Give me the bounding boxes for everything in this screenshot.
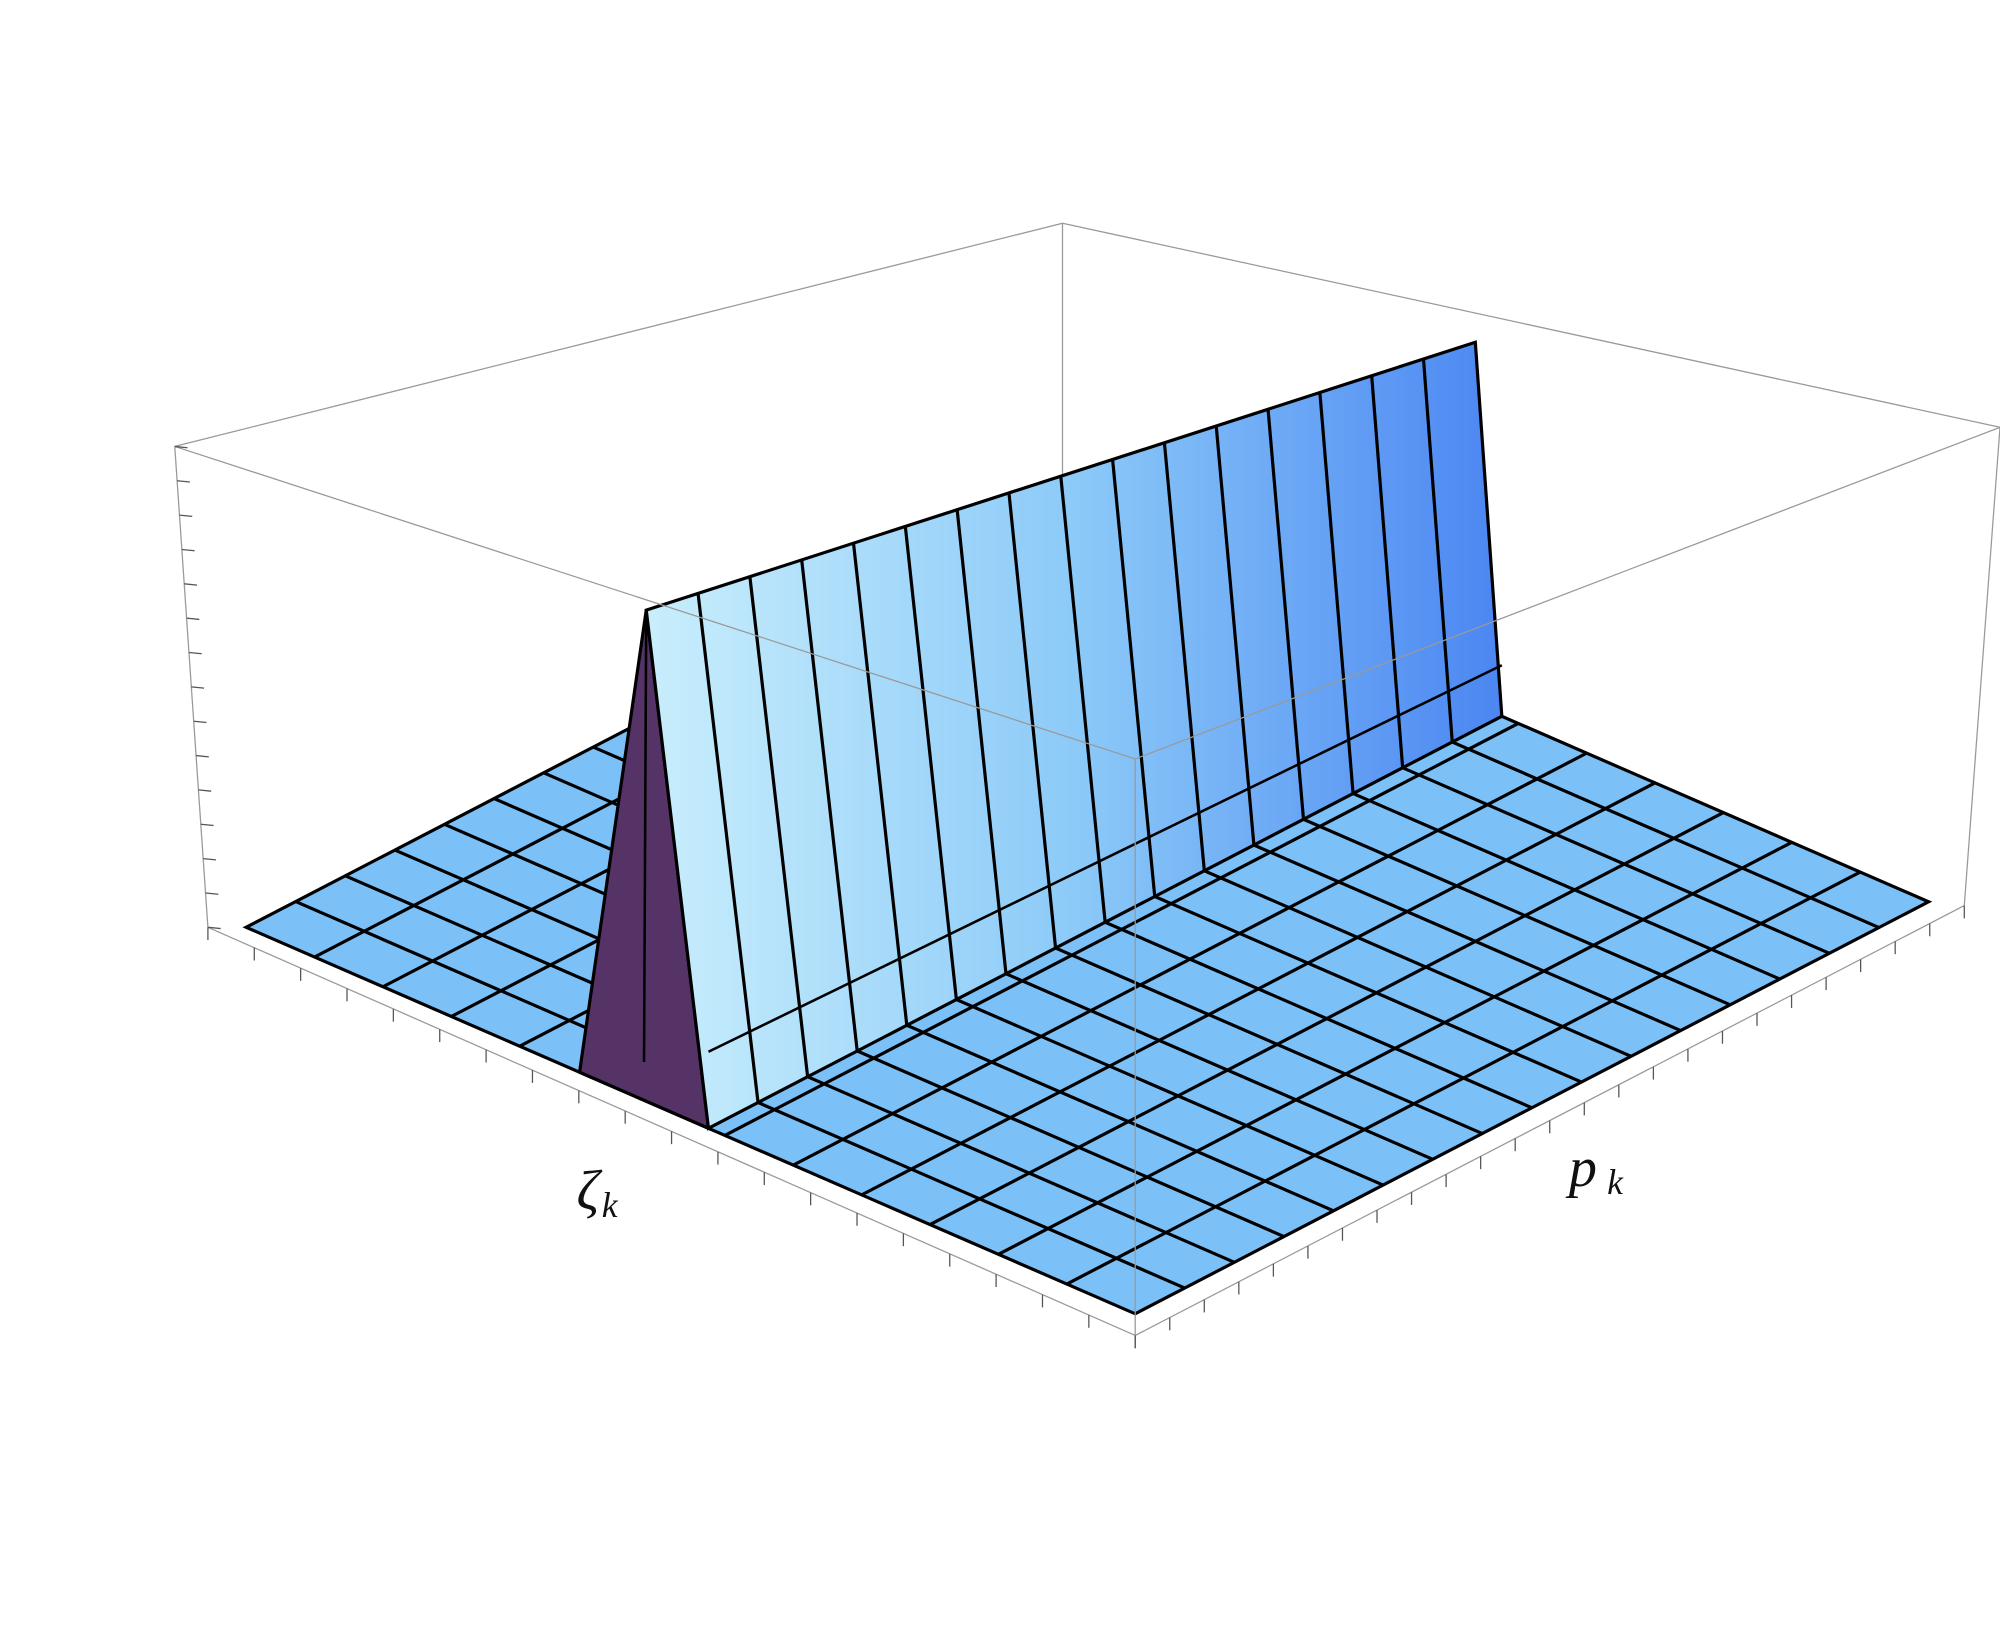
ridge-grid-line bbox=[748, 576, 810, 1077]
ridge-end-line bbox=[642, 610, 648, 1062]
tick bbox=[184, 583, 198, 586]
tick bbox=[177, 480, 190, 483]
tick bbox=[188, 651, 202, 655]
axis-ticks bbox=[174, 445, 1965, 1349]
tick bbox=[203, 857, 216, 861]
tick bbox=[200, 823, 214, 827]
ridge-grid-line bbox=[1214, 425, 1256, 846]
surface bbox=[242, 340, 1933, 1316]
ridge-grid-line bbox=[800, 559, 859, 1052]
tick bbox=[174, 445, 188, 449]
x-axis-symbol: ζ bbox=[577, 1160, 603, 1222]
y-axis-symbol: p bbox=[1565, 1137, 1597, 1199]
tick bbox=[207, 926, 221, 930]
ridge-grid-line bbox=[1007, 492, 1058, 949]
tick bbox=[193, 720, 207, 724]
ridge-grid-line bbox=[1059, 476, 1107, 923]
ridge-grid-line bbox=[1266, 409, 1306, 820]
ridge-grid-line bbox=[1318, 392, 1355, 794]
bounding-box-back bbox=[174, 222, 2000, 928]
tick bbox=[186, 617, 200, 621]
ridge-grid-line bbox=[955, 509, 1008, 974]
ridge-grid-line bbox=[696, 593, 760, 1103]
tick bbox=[191, 686, 205, 689]
ridge-face bbox=[644, 340, 1504, 1131]
ridge-grid-line bbox=[851, 543, 909, 1026]
tick bbox=[179, 514, 193, 518]
tick bbox=[196, 754, 209, 758]
ridge-grid-line bbox=[1111, 459, 1157, 897]
ridge-grid-line bbox=[903, 526, 958, 1000]
ridge-grid-line bbox=[1421, 358, 1454, 743]
tick bbox=[181, 548, 195, 552]
tick bbox=[198, 789, 212, 792]
ridge-grid-line bbox=[1162, 442, 1206, 871]
x-axis-subscript: k bbox=[602, 1185, 619, 1225]
ridge-grid-line bbox=[1370, 375, 1405, 768]
tick bbox=[205, 892, 219, 895]
y-axis-subscript: k bbox=[1607, 1162, 1624, 1202]
ridge-base-line bbox=[707, 664, 1503, 1053]
x-axis-label: ζk bbox=[577, 1160, 619, 1225]
